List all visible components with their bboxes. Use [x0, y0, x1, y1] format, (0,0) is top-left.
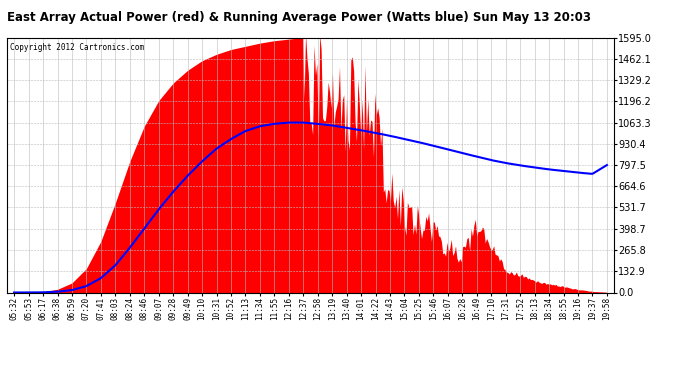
Text: East Array Actual Power (red) & Running Average Power (Watts blue) Sun May 13 20: East Array Actual Power (red) & Running … — [7, 11, 591, 24]
Text: Copyright 2012 Cartronics.com: Copyright 2012 Cartronics.com — [10, 43, 144, 52]
